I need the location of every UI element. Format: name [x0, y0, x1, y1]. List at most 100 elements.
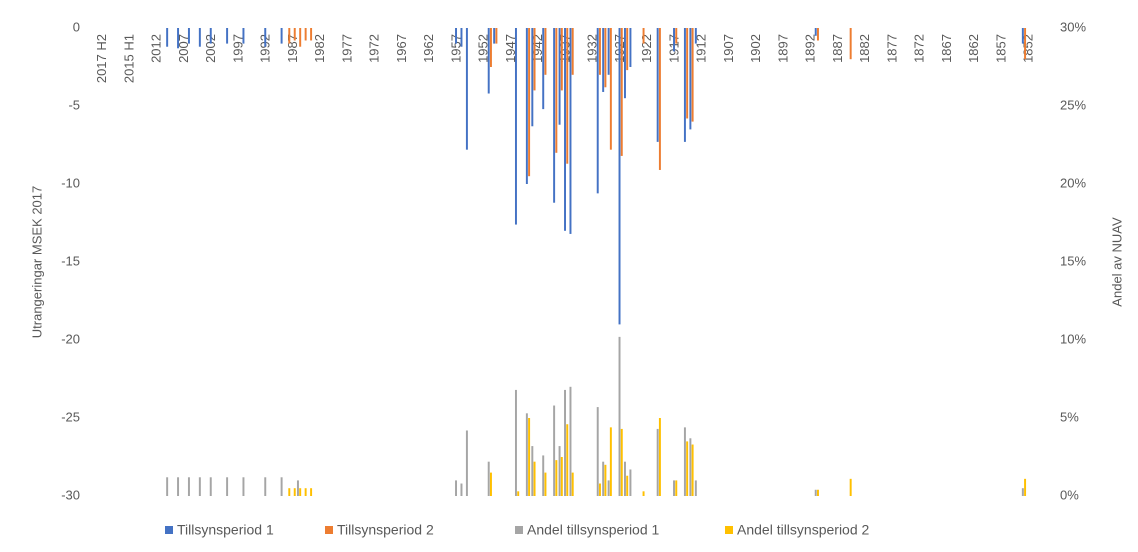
bar: [209, 477, 212, 496]
x-tick-label: 2007: [176, 34, 191, 63]
bar: [689, 28, 692, 130]
bar: [558, 446, 561, 496]
bar: [198, 477, 201, 496]
bar: [673, 480, 676, 496]
y-tick-label: -15: [61, 253, 80, 268]
bar: [566, 28, 569, 164]
x-tick-label: 1962: [421, 34, 436, 63]
bar: [849, 478, 852, 496]
bar: [299, 488, 302, 496]
legend-label: Tillsynsperiod 1: [177, 522, 274, 538]
bar: [629, 28, 632, 67]
bar: [493, 28, 496, 44]
x-tick-label: 1877: [884, 34, 899, 63]
x-tick-label: 2017 H2: [94, 34, 109, 83]
bar: [304, 488, 307, 496]
bar: [609, 427, 612, 496]
bar: [642, 28, 645, 44]
bar: [280, 28, 283, 44]
bar: [489, 472, 492, 496]
bar: [293, 488, 296, 496]
x-tick-label: 1947: [503, 34, 518, 63]
bar: [544, 472, 547, 496]
bar: [683, 427, 686, 496]
legend-swatch: [165, 526, 173, 534]
bar: [816, 489, 819, 496]
bar: [683, 28, 686, 142]
bar: [1021, 28, 1024, 44]
bar: [544, 28, 547, 75]
legend-swatch: [325, 526, 333, 534]
bar: [226, 477, 229, 496]
bar: [656, 428, 659, 496]
bar: [555, 28, 558, 153]
bar: [288, 28, 291, 44]
bar: [528, 418, 531, 496]
bar: [560, 28, 563, 91]
bar: [542, 455, 545, 496]
bar: [675, 480, 678, 496]
bar: [849, 28, 852, 60]
bar: [607, 480, 610, 496]
bar: [487, 461, 490, 496]
bar: [626, 475, 629, 496]
bar: [604, 464, 607, 496]
bar: [618, 336, 621, 496]
bar: [525, 28, 528, 184]
bar: [686, 28, 689, 119]
bar: [531, 446, 534, 496]
y2-tick-label: 0%: [1060, 487, 1079, 502]
x-tick-label: 1982: [312, 34, 327, 63]
x-tick-label: 1992: [258, 34, 273, 63]
bar: [209, 28, 212, 44]
bar: [553, 28, 556, 203]
bar: [1024, 478, 1027, 496]
y2-tick-label: 10%: [1060, 331, 1086, 346]
bar: [1021, 488, 1024, 496]
bar: [623, 28, 626, 99]
bar: [686, 441, 689, 496]
bar: [533, 461, 536, 496]
x-tick-label: 1952: [476, 34, 491, 63]
bar: [816, 28, 819, 41]
bar: [293, 28, 296, 41]
x-tick-label: 2012: [149, 34, 164, 63]
bar: [528, 28, 531, 177]
bar: [626, 28, 629, 71]
bar: [555, 460, 558, 496]
bar: [187, 477, 190, 496]
bar: [299, 28, 302, 47]
bar: [673, 28, 676, 52]
y2-axis-label: Andel av NUAV: [1109, 217, 1124, 307]
x-tick-label: 1857: [993, 34, 1008, 63]
y-axis-label: Utrangeringar MSEK 2017: [29, 186, 44, 338]
bar: [569, 386, 572, 496]
bar: [187, 28, 190, 44]
bar: [658, 28, 661, 170]
bar: [656, 28, 659, 142]
bar: [226, 28, 229, 44]
bar: [560, 457, 563, 496]
y-tick-label: -5: [68, 97, 80, 112]
bar: [675, 28, 678, 44]
bar: [569, 28, 572, 234]
x-tick-label: 1972: [367, 34, 382, 63]
legend-label: Tillsynsperiod 2: [337, 522, 434, 538]
bar: [598, 483, 601, 496]
x-tick-label: 1957: [448, 34, 463, 63]
y-tick-label: 0: [73, 19, 80, 34]
bar: [489, 28, 492, 67]
bar: [571, 472, 574, 496]
x-tick-label: 1912: [694, 34, 709, 63]
bar: [242, 28, 245, 44]
bar: [658, 418, 661, 496]
bar: [814, 489, 817, 496]
bar: [531, 28, 534, 127]
bar: [198, 28, 201, 47]
x-tick-label: 1967: [394, 34, 409, 63]
legend-swatch: [725, 526, 733, 534]
x-tick-label: 1907: [721, 34, 736, 63]
y2-tick-label: 15%: [1060, 253, 1086, 268]
bar: [604, 28, 607, 88]
